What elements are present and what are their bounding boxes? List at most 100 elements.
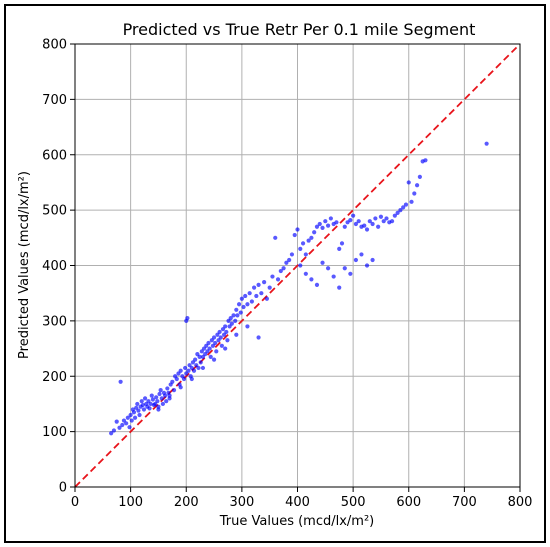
data-point: [174, 376, 179, 382]
data-point: [211, 357, 217, 362]
x-ticks: 0 100 200 300 400 500 600 700 800: [71, 487, 533, 510]
data-point: [165, 386, 170, 391]
data-point: [298, 263, 303, 268]
data-point: [178, 385, 183, 390]
data-point: [331, 274, 336, 279]
data-point: [167, 393, 172, 398]
data-point: [207, 346, 212, 351]
data-point: [150, 397, 155, 402]
data-point: [325, 223, 331, 228]
data-point: [193, 357, 198, 362]
data-point: [214, 349, 219, 354]
data-point: [378, 214, 384, 219]
data-point: [309, 277, 314, 282]
data-point: [384, 216, 389, 221]
data-point: [159, 396, 164, 401]
data-point: [353, 221, 359, 227]
data-point: [149, 393, 154, 398]
data-point: [323, 219, 328, 224]
data-point: [412, 191, 417, 196]
data-point: [231, 313, 236, 318]
data-point: [148, 401, 153, 407]
data-point: [284, 260, 289, 265]
data-point: [264, 296, 270, 301]
x-tick-label: 800: [508, 495, 533, 510]
scatter-chart: Predicted vs True Retr Per 0.1 mile Segm…: [17, 20, 533, 529]
data-point: [117, 425, 122, 430]
data-point: [414, 183, 420, 188]
y-tick-label: 200: [42, 370, 67, 385]
data-point: [359, 252, 364, 257]
x-axis-label: True Values (mcd/lx/m²): [219, 514, 375, 529]
x-tick-label: 400: [285, 495, 310, 510]
data-point: [423, 158, 428, 163]
data-point: [245, 302, 250, 307]
data-point: [163, 393, 168, 398]
data-point: [289, 252, 295, 257]
data-point: [403, 202, 409, 207]
data-point: [262, 280, 267, 285]
y-tick-label: 800: [42, 38, 67, 53]
data-point: [303, 252, 308, 257]
data-point: [348, 217, 353, 223]
data-point: [147, 406, 152, 411]
data-point: [118, 379, 123, 384]
data-point: [362, 223, 367, 228]
data-point: [183, 365, 188, 371]
y-tick-label: 500: [42, 204, 67, 219]
data-point: [314, 224, 320, 229]
data-point: [178, 368, 183, 373]
data-point: [339, 241, 345, 246]
data-point: [120, 422, 125, 428]
data-point: [364, 263, 370, 268]
chart-title: Predicted vs True Retr Per 0.1 mile Segm…: [123, 20, 476, 39]
data-point: [217, 329, 222, 335]
data-point: [254, 293, 259, 299]
data-point: [256, 282, 261, 287]
data-point: [370, 221, 375, 227]
data-point: [417, 174, 422, 179]
identity-line: [74, 43, 521, 488]
data-point: [125, 415, 130, 420]
data-point: [373, 216, 378, 221]
x-tick-label: 500: [341, 495, 366, 510]
data-point: [238, 310, 243, 315]
data-point: [337, 246, 342, 251]
data-point: [206, 340, 211, 346]
data-point: [342, 266, 347, 271]
x-tick-label: 100: [118, 495, 143, 510]
data-point: [189, 376, 194, 382]
data-point: [171, 387, 177, 393]
data-point: [164, 399, 169, 404]
data-point: [186, 368, 191, 373]
data-point: [239, 296, 244, 301]
data-point: [334, 220, 339, 225]
data-point: [278, 268, 283, 274]
data-point: [196, 365, 201, 371]
data-point: [320, 225, 325, 230]
data-point: [303, 271, 308, 276]
data-point: [191, 368, 197, 373]
data-point: [342, 224, 347, 229]
data-point: [249, 299, 254, 304]
data-point: [267, 285, 272, 290]
data-point: [353, 257, 359, 263]
data-point: [197, 354, 202, 359]
data-point: [300, 241, 306, 246]
data-point: [243, 293, 248, 299]
data-point: [233, 318, 238, 323]
data-point: [229, 321, 234, 326]
data-point: [109, 431, 114, 436]
data-point: [135, 401, 140, 407]
data-point: [132, 415, 138, 420]
data-point: [270, 274, 275, 279]
data-point: [389, 219, 395, 224]
data-point: [128, 412, 133, 418]
data-point: [364, 227, 370, 232]
data-point: [295, 227, 300, 232]
data-point: [137, 412, 142, 418]
data-point: [124, 421, 129, 426]
data-point: [325, 266, 331, 271]
data-point: [312, 230, 317, 235]
data-point: [241, 304, 246, 310]
